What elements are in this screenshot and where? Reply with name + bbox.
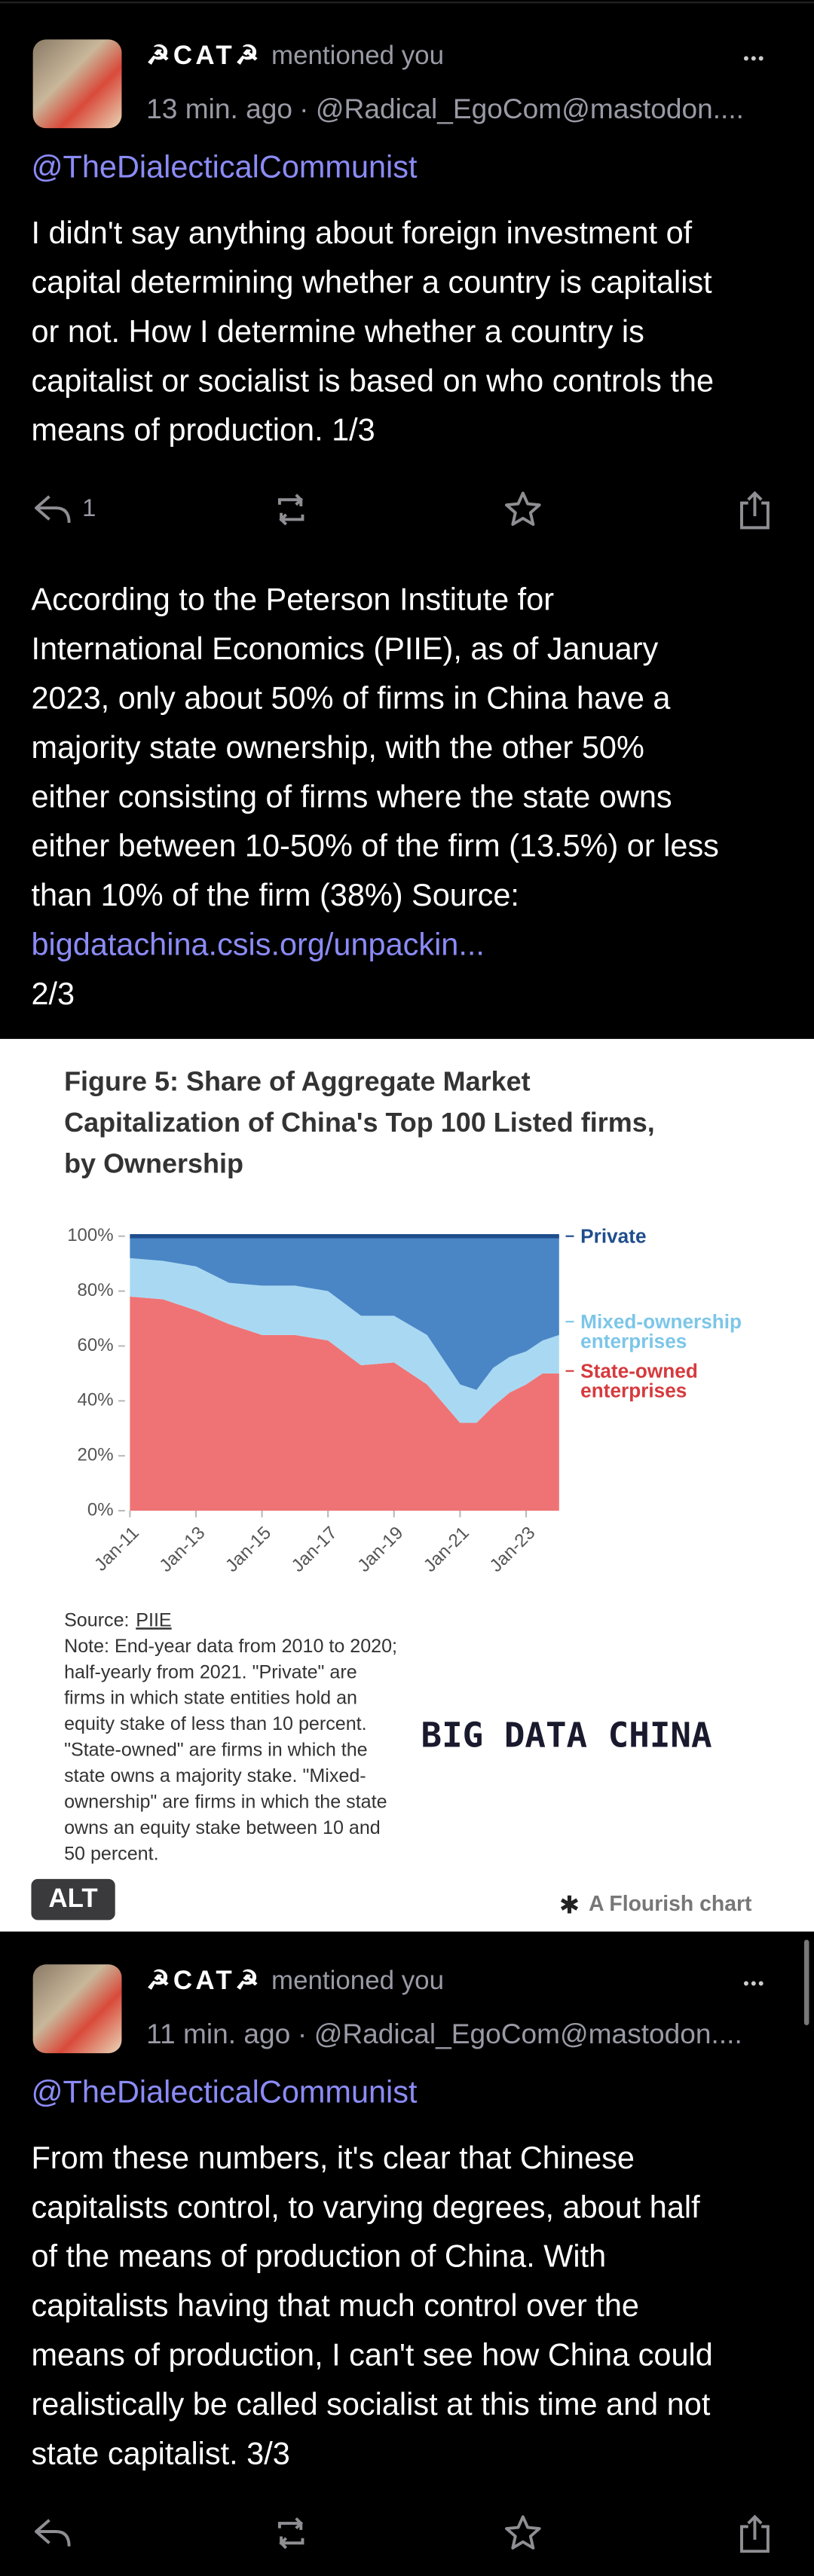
y-tick-label: 20% xyxy=(78,1445,114,1465)
post-page: 2/3 xyxy=(31,978,75,1013)
x-tick-label: Jan-21 xyxy=(420,1523,473,1576)
post-text-line: capital determining whether a country is… xyxy=(31,266,712,301)
avatar[interactable] xyxy=(32,1964,122,2054)
post-text-line: of the means of production of China. Wit… xyxy=(31,2240,607,2275)
area xyxy=(130,1257,559,1423)
post-text-line: From these numbers, it's clear that Chin… xyxy=(31,2141,635,2177)
post-text-line: means of production. 1/3 xyxy=(31,414,375,449)
reply-button[interactable] xyxy=(31,2512,74,2555)
star-button[interactable] xyxy=(501,2512,544,2555)
handle[interactable]: @Radical_EgoCom@mastodon.... xyxy=(314,2018,742,2050)
post-text-line: According to the Peterson Institute for xyxy=(31,583,555,619)
boost-icon xyxy=(277,494,304,526)
post-text-line: 2023, only about 50% of firms in China h… xyxy=(31,682,671,717)
note-line: owns an equity stake between 10 and xyxy=(64,1817,381,1838)
mention[interactable]: @TheDialecticalCommunist xyxy=(31,2076,418,2111)
star-button[interactable] xyxy=(501,488,544,531)
chart-title: Figure 5: Share of Aggregate Market xyxy=(64,1065,531,1096)
share-button[interactable] xyxy=(733,2512,776,2555)
note-line: half-yearly from 2021. "Private" are xyxy=(64,1661,357,1682)
y-tick-label: 100% xyxy=(67,1225,113,1245)
post-time: 13 min. ago xyxy=(146,93,293,125)
mention[interactable]: @TheDialecticalCommunist xyxy=(31,151,418,186)
author-name[interactable]: ☭CAT☭ xyxy=(146,1967,262,1996)
y-tick-label: 0% xyxy=(87,1499,114,1520)
reply-icon xyxy=(35,495,71,523)
area xyxy=(130,1236,559,1390)
legend-label: Mixed-ownership enterprises xyxy=(580,1309,742,1353)
note-line: ownership" are firms in which the state xyxy=(64,1792,387,1813)
x-tick-label: Jan-19 xyxy=(353,1523,407,1576)
post-text-line: either consisting of firms where the sta… xyxy=(31,781,672,816)
post-text-line: majority state ownership, with the other… xyxy=(31,731,644,766)
post-text-line: or not. How I determine whether a countr… xyxy=(31,315,644,350)
star-icon xyxy=(505,491,541,526)
post-text-line: capitalists having that much control ove… xyxy=(31,2290,639,2325)
post-text-line: realistically be called socialist at thi… xyxy=(31,2388,711,2423)
chart-title: Capitalization of China's Top 100 Listed… xyxy=(64,1107,655,1138)
credit: A Flourish chart xyxy=(589,1892,752,1916)
x-tick-label: Jan-23 xyxy=(486,1523,540,1576)
post-text-line: means of production, I can't see how Chi… xyxy=(31,2339,713,2374)
credit-icon: ✱ xyxy=(559,1891,580,1919)
y-tick-label: 40% xyxy=(78,1390,114,1410)
scrollbar xyxy=(803,1939,809,2025)
source: Source: PIIE xyxy=(64,1609,172,1630)
share-icon xyxy=(740,2514,770,2553)
chart: Figure 5: Share of Aggregate Market Capit… xyxy=(64,1065,752,1919)
note-line: equity stake of less than 10 percent. xyxy=(64,1713,366,1734)
legend-label: State-owned enterprises xyxy=(580,1359,698,1403)
note-line: state owns a majority stake. "Mixed- xyxy=(64,1765,366,1786)
chart-title: by Ownership xyxy=(64,1147,243,1178)
reply-button[interactable] xyxy=(31,488,74,531)
boost-button[interactable] xyxy=(270,2512,313,2555)
alt-badge[interactable]: ALT xyxy=(31,1878,115,1921)
note-line: "State-owned" are firms in which the xyxy=(64,1740,368,1761)
share-icon xyxy=(740,490,770,530)
post-time: 11 min. ago xyxy=(146,2018,291,2050)
boost-button[interactable] xyxy=(270,488,313,531)
reply-icon xyxy=(35,2519,71,2547)
more-button[interactable]: ••• xyxy=(743,50,766,69)
y-tick-label: 80% xyxy=(78,1280,114,1300)
x-tick-label: Jan-13 xyxy=(155,1523,209,1576)
y-tick-label: 60% xyxy=(78,1335,114,1355)
boost-icon xyxy=(277,2517,304,2550)
x-tick-label: Jan-17 xyxy=(288,1523,341,1576)
meta-separator: · xyxy=(299,93,309,125)
area xyxy=(130,1296,559,1511)
post-text-line: capitalists control, to varying degrees,… xyxy=(31,2191,700,2226)
logo: BIG DATA CHINA xyxy=(421,1715,712,1756)
legend-label: Private xyxy=(580,1224,647,1248)
post-text-line: International Economics (PIIE), as of Ja… xyxy=(31,632,659,668)
link[interactable]: bigdatachina.csis.org/unpackin... xyxy=(31,928,485,964)
post-text-line: than 10% of the firm (38%) Source: xyxy=(31,879,519,915)
star-icon xyxy=(505,2515,541,2550)
post-text-line: I didn't say anything about foreign inve… xyxy=(31,216,693,252)
meta-separator: · xyxy=(297,2018,308,2050)
more-button[interactable]: ••• xyxy=(743,1976,766,1994)
top-border xyxy=(0,2,814,4)
note-line: Note: End-year data from 2010 to 2020; xyxy=(64,1636,397,1657)
post-text-line: capitalist or socialist is based on who … xyxy=(31,365,715,400)
note-line: firms in which state entities hold an xyxy=(64,1688,357,1709)
handle[interactable]: @Radical_EgoCom@mastodon.... xyxy=(315,93,744,125)
source-label: Source: xyxy=(64,1609,129,1630)
reply-count: 1 xyxy=(82,494,96,523)
avatar[interactable] xyxy=(32,39,122,129)
note-line: 50 percent. xyxy=(64,1844,158,1865)
action: mentioned you xyxy=(271,42,445,71)
post-text-line: state capitalist. 3/3 xyxy=(31,2437,290,2473)
post-text-line: either between 10-50% of the firm (13.5%… xyxy=(31,830,719,865)
x-tick-label: Jan-15 xyxy=(222,1523,275,1576)
author-name[interactable]: ☭CAT☭ xyxy=(146,42,262,71)
source-link: PIIE xyxy=(136,1609,171,1630)
action: mentioned you xyxy=(271,1967,445,1996)
share-button[interactable] xyxy=(733,488,776,531)
x-tick-label: Jan-11 xyxy=(90,1523,143,1575)
